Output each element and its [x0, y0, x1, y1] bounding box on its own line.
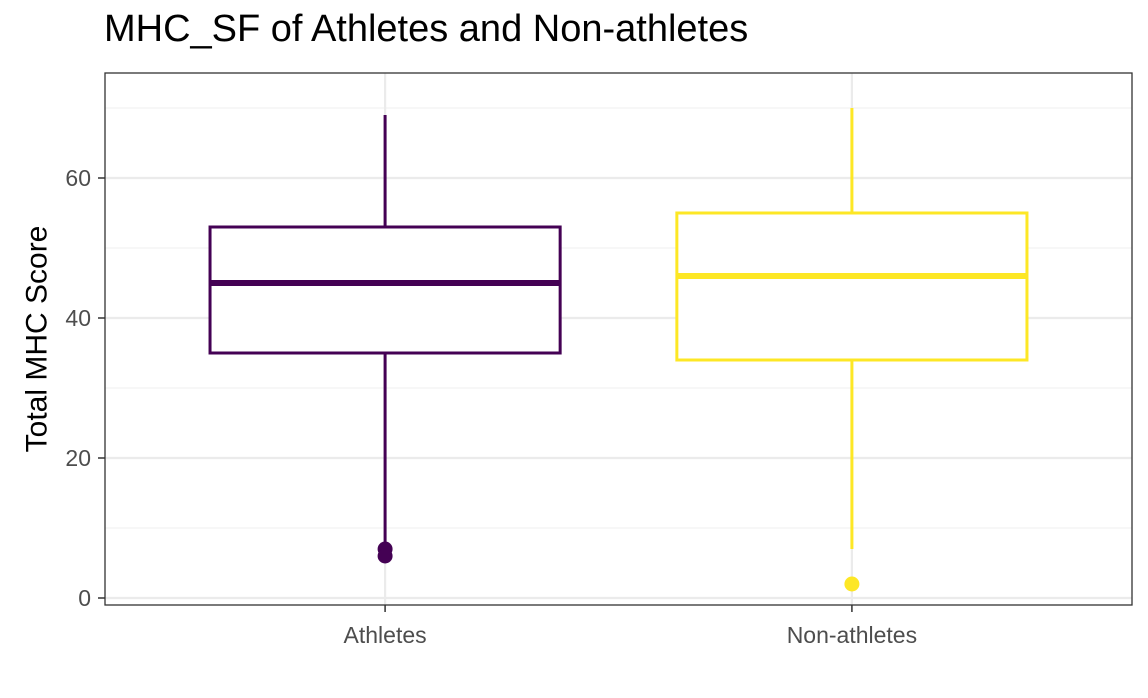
box-non-athletes [675, 108, 1029, 592]
x-tick-label: Athletes [344, 622, 427, 648]
chart-title: MHC_SF of Athletes and Non-athletes [104, 8, 749, 50]
iqr-box [675, 211, 1029, 362]
iqr-box [208, 225, 562, 355]
y-tick-label: 0 [78, 585, 91, 611]
y-tick-label: 20 [65, 445, 91, 471]
box-athletes [208, 115, 562, 564]
outlier-point [377, 548, 393, 564]
y-tick-label: 60 [65, 165, 91, 191]
y-tick-label: 40 [65, 305, 91, 331]
y-axis-label: Total MHC Score [21, 226, 54, 453]
plot-panel-border [104, 72, 1133, 606]
boxes [208, 108, 1029, 592]
axes: 0 20 40 60 Athletes Non-athletes [65, 165, 917, 648]
x-tick-label: Non-athletes [787, 622, 917, 648]
outlier-point [844, 576, 860, 592]
